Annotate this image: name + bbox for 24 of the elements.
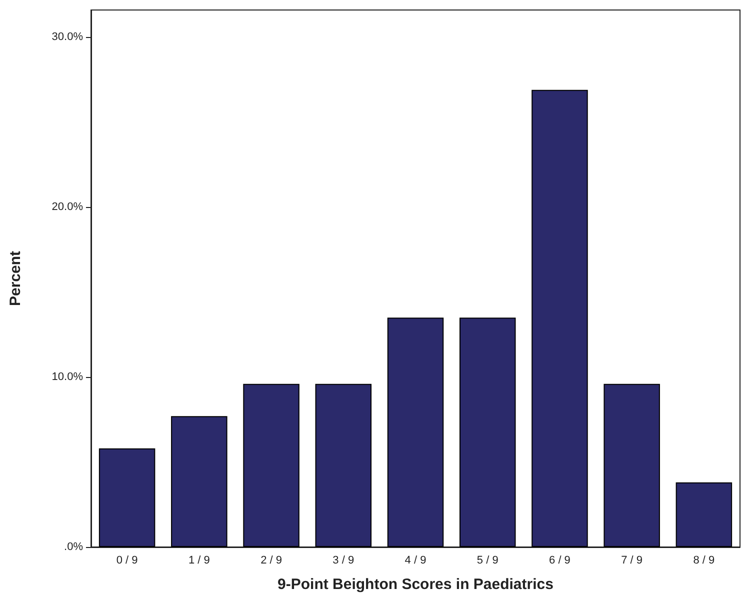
y-axis-title: Percent bbox=[7, 250, 24, 306]
x-tick-label: 0 / 9 bbox=[116, 554, 138, 566]
bar bbox=[459, 318, 516, 547]
x-tick-label: 8 / 9 bbox=[693, 554, 715, 566]
x-tick-label: 6 / 9 bbox=[549, 554, 570, 566]
y-tick-label: 30.0% bbox=[52, 31, 84, 44]
x-tick-label: 3 / 9 bbox=[332, 554, 354, 566]
bar bbox=[387, 318, 444, 547]
bar bbox=[98, 448, 156, 547]
bar bbox=[315, 384, 372, 547]
x-tick-label: 5 / 9 bbox=[476, 554, 498, 566]
y-tick-label: 10.0% bbox=[52, 371, 84, 384]
x-tick-label: 4 / 9 bbox=[404, 554, 426, 566]
bar bbox=[676, 482, 732, 547]
y-tick-label: 20.0% bbox=[52, 201, 84, 214]
x-tick-label: 1 / 9 bbox=[188, 554, 210, 566]
x-tick-label: 2 / 9 bbox=[260, 554, 282, 566]
bar bbox=[243, 384, 300, 547]
bar bbox=[532, 90, 588, 547]
bar bbox=[604, 384, 660, 547]
y-tick-label: .0% bbox=[64, 541, 84, 553]
x-axis-title: 9-Point Beighton Scores in Paediatrics bbox=[278, 576, 554, 593]
x-tick-label: 7 / 9 bbox=[621, 554, 643, 566]
bar bbox=[171, 416, 228, 547]
